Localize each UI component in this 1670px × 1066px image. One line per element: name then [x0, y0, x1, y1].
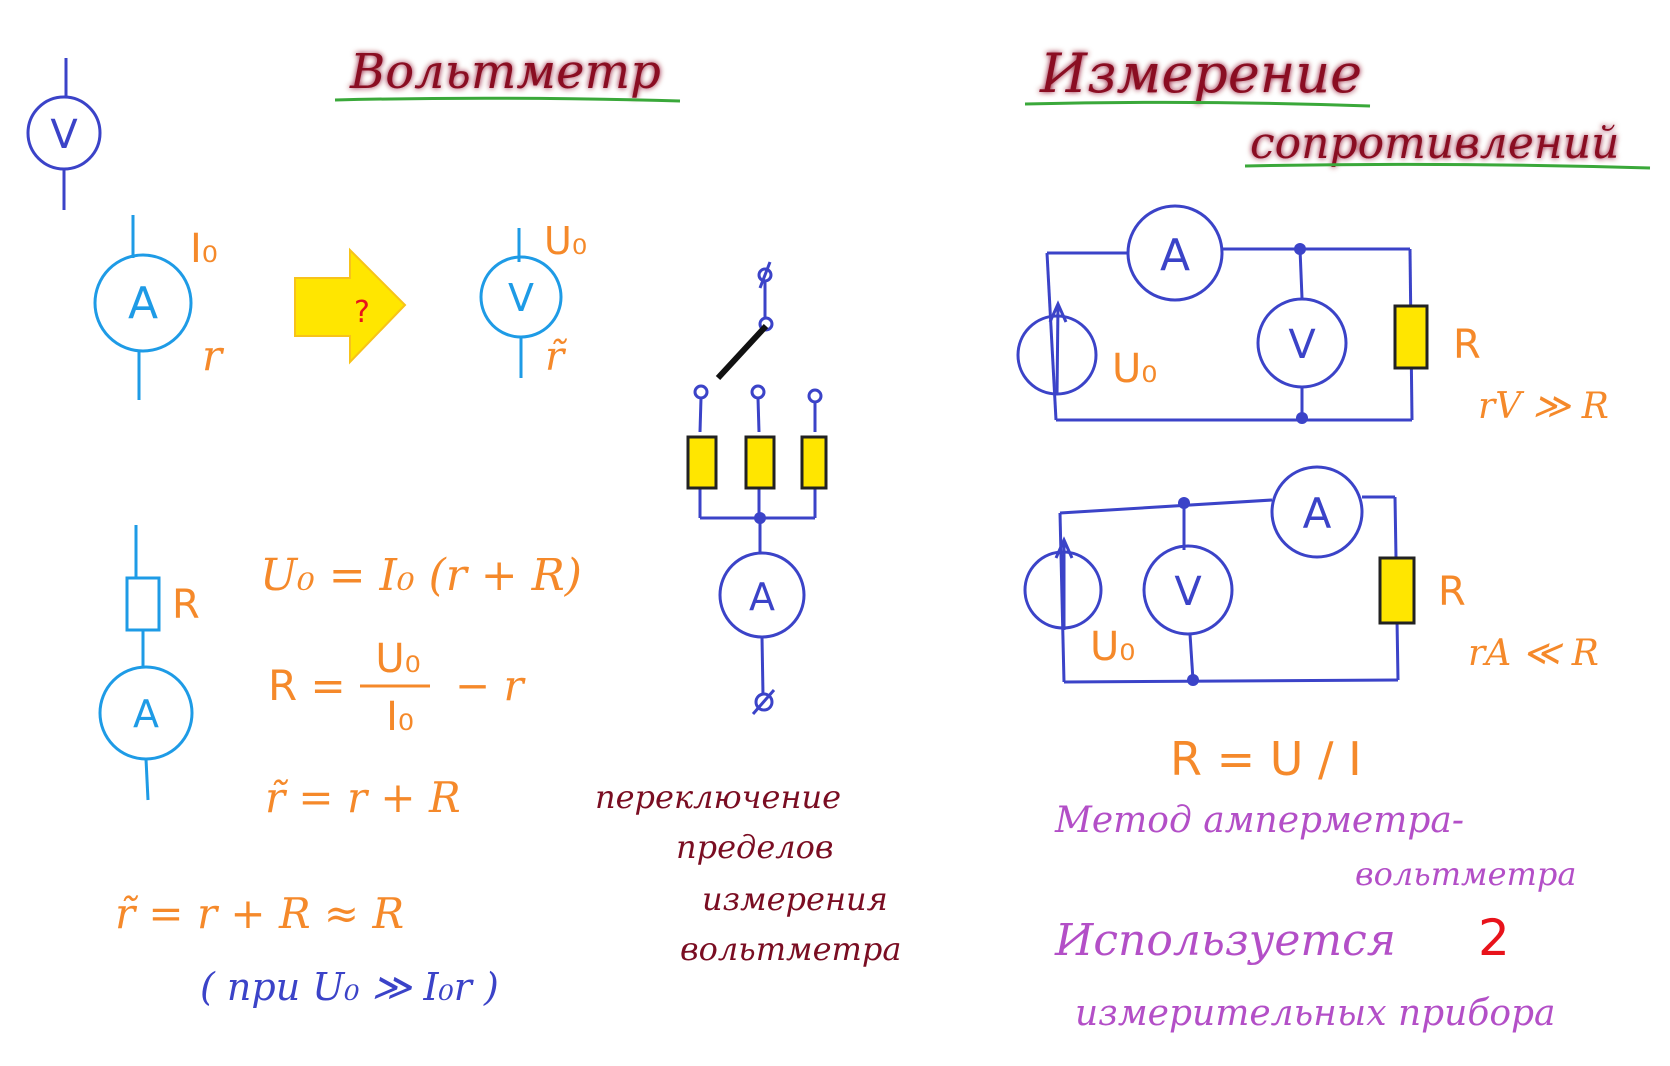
series-resistor-label: R: [172, 582, 200, 628]
title-voltmeter-group: Вольтметр: [334, 44, 681, 103]
formula-ohm-series: U₀ = I₀ (r + R): [260, 550, 582, 601]
ammeter-symbol-convert-label: A: [128, 278, 158, 329]
caption-line-3: измерения: [702, 880, 888, 918]
series-ammeter-label: A: [133, 692, 159, 736]
title-voltmeter-underline: [334, 96, 681, 103]
circuit-1-ammeter-label: A: [1160, 230, 1190, 281]
range-switch-caption: переключение пределов измерения вольтмет…: [595, 778, 901, 968]
method-line-3: измерительных прибора: [1075, 993, 1556, 1034]
ammeter-resistance-label: r: [202, 331, 225, 380]
circuit-1-resistor: [1393, 304, 1429, 370]
range-switch-ammeter-label: A: [749, 575, 775, 619]
formula-r-right: − r: [455, 661, 527, 710]
caption-line-4: вольтметра: [680, 930, 901, 968]
voltmeter-resistance-label: r̃: [545, 334, 567, 380]
range-resistor-1: [686, 435, 718, 490]
circuit-1-source-label: U₀: [1112, 346, 1157, 392]
circuit-1-resistor-label: R: [1453, 322, 1481, 368]
switch-blade: [715, 323, 769, 381]
method-line-2: вольтметра: [1355, 855, 1576, 893]
ammeter-current-label: I₀: [190, 226, 218, 272]
formula-condition: ( при U₀ ≫ I₀r ): [200, 965, 499, 1009]
circuit-2-source-label: U₀: [1090, 624, 1135, 670]
circuit-2-ammeter-label: A: [1303, 489, 1332, 538]
voltmeter-symbol-convert-label: V: [508, 276, 534, 320]
range-resistor-2: [744, 435, 776, 490]
circuit-2: [1023, 465, 1400, 684]
circuit-2-junction-top: [1178, 497, 1190, 509]
method-uses-count: 2: [1478, 909, 1510, 967]
formula-r-numerator: U₀: [375, 636, 420, 682]
series-diagram: [98, 525, 194, 801]
formula-r-denominator: I₀: [386, 694, 414, 740]
voltmeter-symbol-topleft-label: V: [50, 112, 78, 158]
range-switch-diagram: [693, 261, 823, 715]
method-formula: R = U / I: [1170, 732, 1362, 786]
circuit-2-junction-bottom: [1187, 674, 1199, 686]
title-measurement-line2: сопротивлений: [1250, 118, 1620, 169]
switch-junction: [754, 512, 766, 524]
circuit-1-condition: rV ≫ R: [1478, 386, 1609, 427]
method-uses-text: Используется: [1054, 915, 1396, 966]
title-measurement-line1: Измерение: [1039, 42, 1362, 105]
voltmeter-voltage-label: U₀: [544, 219, 587, 263]
title-measurement-underline1: [1024, 100, 1371, 108]
voltmeter-symbol-convert: [479, 228, 563, 378]
circuit-2-resistor-label: R: [1438, 569, 1466, 615]
conversion-arrow: [294, 247, 407, 365]
title-measurement-group: Измерение сопротивлений: [1024, 42, 1651, 170]
circuit-1-junction-bottom: [1296, 412, 1308, 424]
title-measurement-underline2: [1244, 162, 1651, 170]
circuit-2-resistor: [1378, 556, 1416, 625]
caption-line-2: пределов: [676, 828, 834, 866]
circuit-2-condition: rA ≪ R: [1468, 633, 1599, 674]
circuit-1-voltmeter-label: V: [1288, 322, 1316, 368]
circuit-2-voltmeter-label: V: [1174, 569, 1202, 615]
circuit-1: [1016, 204, 1414, 422]
title-voltmeter: Вольтметр: [349, 44, 661, 100]
circuit-1-junction-top: [1294, 243, 1306, 255]
ammeter-symbol-convert: [93, 215, 193, 400]
conversion-question-mark: ?: [354, 295, 370, 330]
formula-r-approx: r̃ = r + R ≈ R: [115, 889, 404, 938]
method-line-1: Метод амперметра-: [1054, 800, 1464, 841]
formula-r-left: R =: [268, 661, 346, 710]
formula-r-tilde: r̃ = r + R: [265, 773, 461, 822]
range-resistor-3: [800, 435, 828, 490]
voltmeter-symbol-topleft: [26, 58, 102, 210]
caption-line-1: переключение: [595, 778, 841, 816]
